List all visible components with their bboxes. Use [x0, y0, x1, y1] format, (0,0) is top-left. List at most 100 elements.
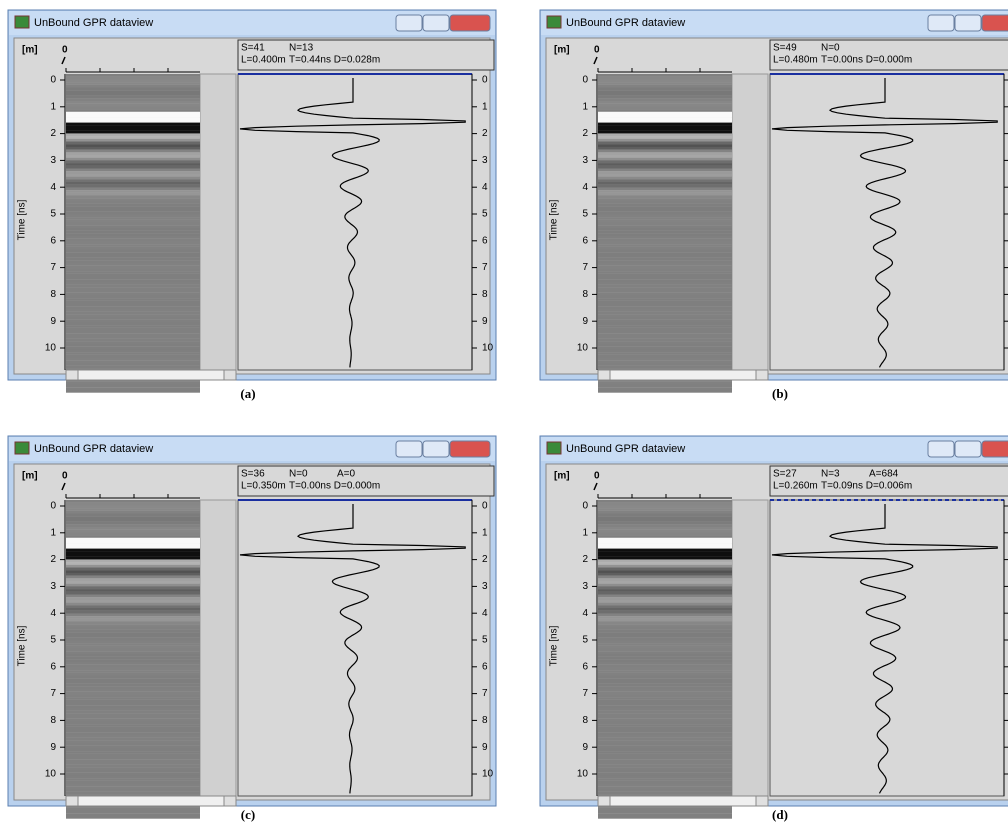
radargram-row — [598, 503, 732, 506]
radargram-row — [598, 201, 732, 204]
radargram-row — [598, 363, 732, 366]
radargram-row — [66, 773, 200, 776]
window-title: UnBound GPR dataview — [566, 17, 685, 29]
radargram-row — [66, 182, 200, 185]
radargram-row — [598, 228, 732, 231]
radargram-row — [598, 209, 732, 212]
radargram-row — [598, 77, 732, 80]
radargram-row — [598, 98, 732, 101]
radargram-row — [66, 128, 200, 131]
maximize-button[interactable] — [423, 441, 449, 457]
time-tick-label: 5 — [482, 635, 488, 646]
scroll-left[interactable] — [66, 796, 78, 806]
radargram-row — [598, 635, 732, 638]
scroll-right[interactable] — [756, 796, 768, 806]
radargram-row — [598, 535, 732, 538]
minimize-button[interactable] — [396, 15, 422, 31]
minimize-button[interactable] — [928, 15, 954, 31]
radargram-row — [598, 508, 732, 511]
radargram-row — [66, 79, 200, 82]
scroll-left[interactable] — [66, 370, 78, 380]
radargram-row — [598, 630, 732, 633]
radargram-row — [66, 630, 200, 633]
scroll-right[interactable] — [756, 370, 768, 380]
scrollbar[interactable] — [598, 796, 768, 806]
minimize-button[interactable] — [396, 441, 422, 457]
maximize-button[interactable] — [955, 15, 981, 31]
screenshot: UnBound GPR dataview[m]0S=41N=13L=0.400m… — [0, 0, 1008, 828]
scrollbar[interactable] — [66, 370, 236, 380]
radargram-row — [598, 298, 732, 301]
scroll-right[interactable] — [224, 370, 236, 380]
status-text: L=0.400m — [241, 55, 286, 66]
status-text: N=3 — [821, 469, 840, 480]
time-tick-label: 1 — [582, 527, 588, 538]
unit-label: [m] — [554, 45, 570, 56]
maximize-button[interactable] — [955, 441, 981, 457]
close-button[interactable] — [450, 15, 490, 31]
time-tick-label: 7 — [50, 262, 56, 273]
time-tick-label: 2 — [582, 128, 588, 139]
radargram-row — [598, 152, 732, 155]
radargram-row — [598, 120, 732, 123]
radargram-row — [598, 705, 732, 708]
time-axis-title: Time [ns] — [17, 625, 28, 666]
radargram-row — [66, 519, 200, 522]
close-button[interactable] — [982, 441, 1008, 457]
radargram-row — [66, 551, 200, 554]
radargram-row — [598, 247, 732, 250]
radargram-row — [598, 543, 732, 546]
radargram-row — [598, 511, 732, 514]
minimize-button[interactable] — [928, 441, 954, 457]
radargram-row — [598, 123, 732, 126]
time-tick-label: 7 — [582, 688, 588, 699]
radargram-row — [66, 358, 200, 361]
app-icon — [15, 16, 29, 28]
radargram-row — [66, 179, 200, 182]
radargram-row — [66, 646, 200, 649]
scroll-left[interactable] — [598, 796, 610, 806]
radargram-row — [66, 331, 200, 334]
radargram-row — [66, 96, 200, 99]
radargram-row — [66, 659, 200, 662]
radargram-row — [598, 106, 732, 109]
radargram-row — [598, 382, 732, 385]
status-text: N=0 — [289, 469, 308, 480]
radargram-row — [66, 751, 200, 754]
scroll-right[interactable] — [224, 796, 236, 806]
radargram-row — [66, 532, 200, 535]
radargram-row — [66, 576, 200, 579]
radargram-row — [66, 241, 200, 244]
time-tick-label: 7 — [482, 688, 488, 699]
close-button[interactable] — [982, 15, 1008, 31]
radargram-row — [66, 792, 200, 795]
radargram-row — [66, 112, 200, 115]
caption: (b) — [772, 386, 788, 401]
distance-start: 0 — [62, 471, 68, 482]
time-tick-label: 8 — [482, 289, 488, 300]
radargram-row — [598, 570, 732, 573]
radargram-row — [66, 74, 200, 77]
scrollbar[interactable] — [598, 370, 768, 380]
radargram-row — [598, 770, 732, 773]
radargram-row — [66, 732, 200, 735]
radargram-row — [598, 608, 732, 611]
radargram-row — [66, 708, 200, 711]
radargram-row — [66, 584, 200, 587]
radargram-row — [598, 600, 732, 603]
scroll-left[interactable] — [598, 370, 610, 380]
radargram-row — [66, 719, 200, 722]
radargram-row — [598, 659, 732, 662]
radargram-row — [66, 603, 200, 606]
radargram-row — [598, 740, 732, 743]
scrollbar[interactable] — [66, 796, 236, 806]
radargram-row — [598, 263, 732, 266]
radargram-row — [598, 775, 732, 778]
time-tick-label: 5 — [582, 635, 588, 646]
maximize-button[interactable] — [423, 15, 449, 31]
radargram-row — [66, 640, 200, 643]
radargram-row — [598, 605, 732, 608]
radargram-row — [598, 320, 732, 323]
close-button[interactable] — [450, 441, 490, 457]
radargram-row — [66, 705, 200, 708]
